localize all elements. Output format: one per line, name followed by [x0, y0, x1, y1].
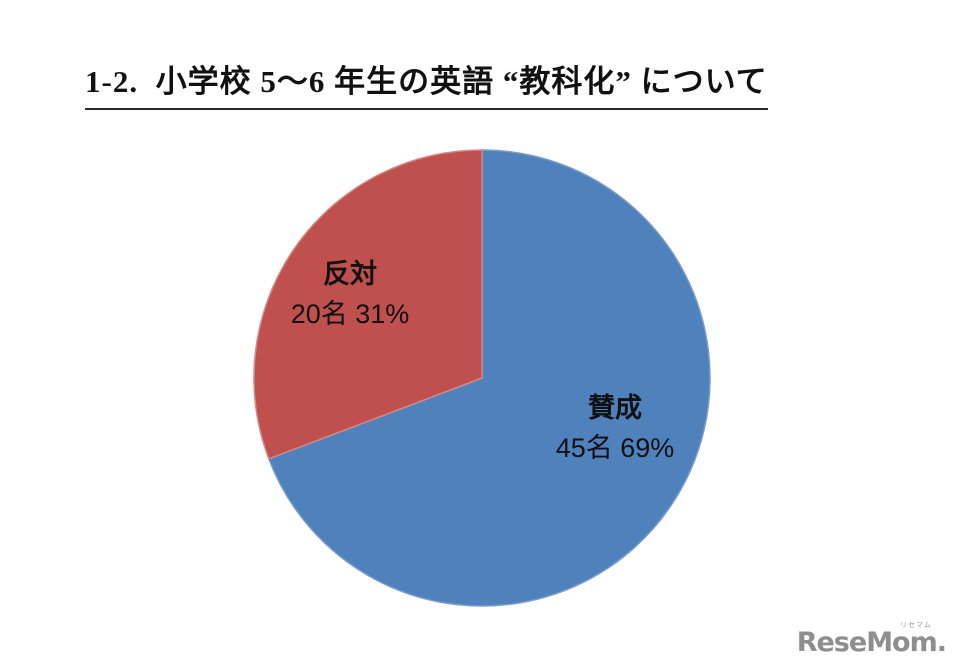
slice-label-oppose-value: 20名 31%	[290, 299, 410, 329]
resemom-logo-text: ReseMom.	[796, 627, 947, 658]
resemom-logo-furigana: リセマム	[900, 622, 932, 629]
slice-label-agree-value: 45名 69%	[555, 433, 675, 463]
pie-slice-agree	[267, 149, 711, 607]
pie-slice-oppose	[253, 149, 483, 460]
slice-label-agree-name: 賛成	[588, 393, 642, 423]
slice-label-oppose: 反対 20名 31%	[260, 254, 440, 334]
slice-label-agree: 賛成 45名 69%	[525, 388, 705, 468]
resemom-logo: リセマム ReseMom.	[796, 622, 947, 658]
slice-label-oppose-name: 反対	[323, 259, 377, 289]
page-title: 1-2. 小学校 5～6 年生の英語 “教科化” について	[85, 56, 768, 110]
